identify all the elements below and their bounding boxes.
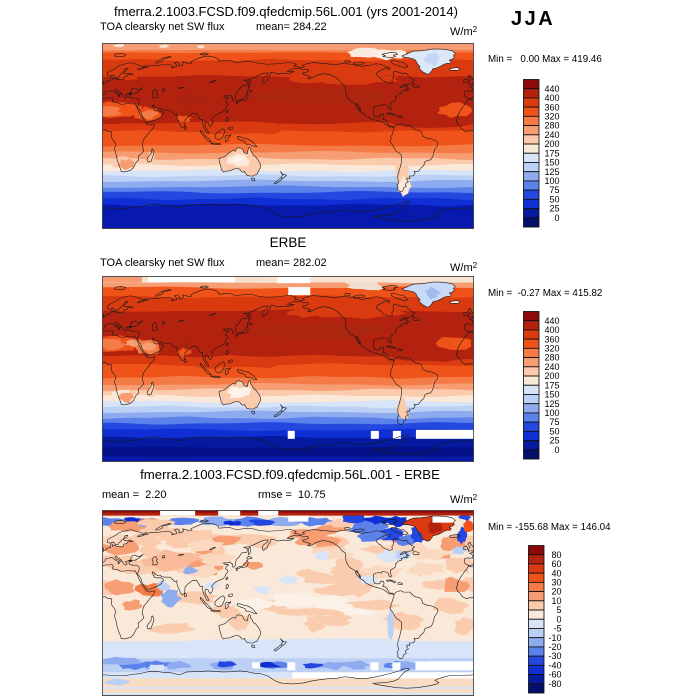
svg-text:0: 0 bbox=[554, 212, 559, 222]
svg-text:200: 200 bbox=[544, 139, 559, 149]
svg-text:100: 100 bbox=[544, 176, 559, 186]
svg-text:360: 360 bbox=[544, 102, 559, 112]
svg-text:50: 50 bbox=[549, 426, 559, 436]
svg-text:400: 400 bbox=[544, 93, 559, 103]
svg-text:125: 125 bbox=[544, 166, 559, 176]
svg-text:5: 5 bbox=[556, 605, 561, 615]
svg-text:100: 100 bbox=[544, 408, 559, 418]
svg-text:20: 20 bbox=[551, 587, 561, 597]
svg-text:-5: -5 bbox=[553, 624, 561, 634]
svg-text:80: 80 bbox=[551, 550, 561, 560]
svg-text:200: 200 bbox=[544, 371, 559, 381]
svg-text:-20: -20 bbox=[548, 642, 561, 652]
svg-text:360: 360 bbox=[544, 334, 559, 344]
svg-text:-30: -30 bbox=[548, 651, 561, 661]
svg-text:440: 440 bbox=[544, 316, 559, 326]
svg-text:-80: -80 bbox=[548, 679, 561, 689]
svg-text:-10: -10 bbox=[548, 633, 561, 643]
svg-text:0: 0 bbox=[554, 445, 559, 455]
svg-text:30: 30 bbox=[551, 578, 561, 588]
svg-text:40: 40 bbox=[551, 568, 561, 578]
svg-text:320: 320 bbox=[544, 111, 559, 121]
svg-text:-40: -40 bbox=[548, 661, 561, 671]
svg-text:175: 175 bbox=[544, 148, 559, 158]
svg-text:400: 400 bbox=[544, 325, 559, 335]
svg-text:75: 75 bbox=[549, 185, 559, 195]
svg-text:150: 150 bbox=[544, 157, 559, 167]
svg-text:240: 240 bbox=[544, 362, 559, 372]
svg-text:280: 280 bbox=[544, 120, 559, 130]
svg-text:75: 75 bbox=[549, 417, 559, 427]
svg-text:175: 175 bbox=[544, 380, 559, 390]
svg-text:150: 150 bbox=[544, 389, 559, 399]
svg-text:320: 320 bbox=[544, 343, 559, 353]
svg-text:125: 125 bbox=[544, 399, 559, 409]
svg-text:60: 60 bbox=[551, 559, 561, 569]
svg-text:25: 25 bbox=[549, 436, 559, 446]
svg-text:0: 0 bbox=[556, 615, 561, 625]
svg-text:280: 280 bbox=[544, 353, 559, 363]
svg-text:-60: -60 bbox=[548, 670, 561, 680]
svg-text:240: 240 bbox=[544, 129, 559, 139]
svg-text:50: 50 bbox=[549, 194, 559, 204]
svg-text:440: 440 bbox=[544, 83, 559, 93]
svg-text:10: 10 bbox=[551, 596, 561, 606]
svg-text:25: 25 bbox=[549, 203, 559, 213]
